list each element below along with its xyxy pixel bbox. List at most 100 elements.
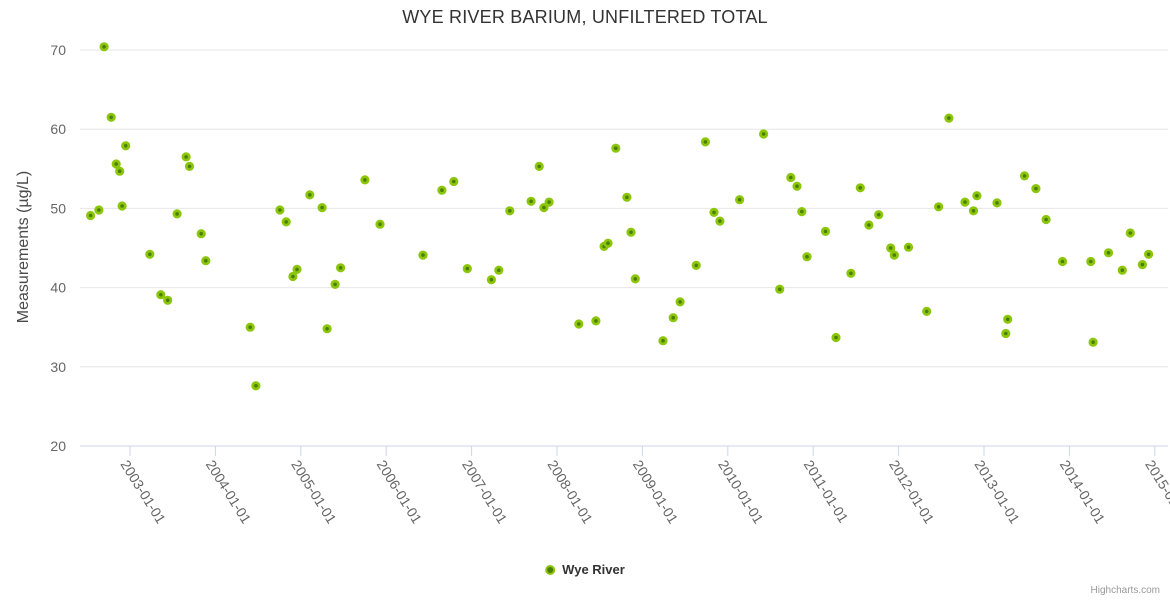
data-point[interactable] — [611, 143, 621, 153]
data-point[interactable] — [933, 202, 944, 212]
x-axis-tick-label: 2014-01-01 — [1057, 457, 1109, 526]
data-point[interactable] — [855, 183, 865, 193]
data-point[interactable] — [181, 152, 191, 162]
data-point[interactable] — [505, 206, 515, 216]
data-point[interactable] — [972, 191, 982, 201]
data-point[interactable] — [622, 192, 632, 202]
data-point[interactable] — [163, 295, 173, 305]
data-point[interactable] — [1001, 328, 1011, 339]
data-point[interactable] — [281, 217, 291, 227]
data-point[interactable] — [797, 207, 807, 217]
data-point[interactable] — [437, 185, 447, 195]
data-point[interactable] — [1144, 249, 1154, 259]
data-point[interactable] — [94, 205, 104, 215]
data-point[interactable] — [1117, 265, 1127, 275]
data-point[interactable] — [111, 159, 121, 169]
data-point[interactable] — [626, 227, 636, 237]
x-axis-tick-label: 2012-01-01 — [886, 457, 938, 526]
legend-item-wye-river[interactable]: Wye River — [545, 562, 625, 577]
data-point[interactable] — [156, 290, 166, 300]
data-point[interactable] — [418, 250, 428, 260]
data-point[interactable] — [1041, 214, 1051, 225]
data-point[interactable] — [292, 264, 302, 274]
data-point[interactable] — [449, 176, 459, 187]
data-point[interactable] — [121, 141, 131, 151]
data-point[interactable] — [846, 268, 856, 278]
data-point[interactable] — [544, 197, 554, 207]
data-point[interactable] — [1103, 248, 1114, 258]
data-point[interactable] — [603, 238, 613, 248]
data-point[interactable] — [201, 256, 211, 266]
data-point[interactable] — [944, 113, 954, 123]
data-point[interactable] — [864, 220, 874, 230]
data-point[interactable] — [903, 242, 914, 252]
data-point[interactable] — [1137, 259, 1148, 270]
data-point[interactable] — [691, 260, 701, 270]
data-point[interactable] — [1057, 256, 1068, 267]
x-axis-tick-label: 2004-01-01 — [203, 457, 255, 526]
data-point[interactable] — [534, 161, 544, 171]
data-point[interactable] — [172, 209, 182, 219]
data-point[interactable] — [184, 161, 195, 171]
data-point[interactable] — [715, 216, 725, 226]
data-point[interactable] — [245, 322, 255, 332]
data-point[interactable] — [275, 205, 285, 215]
data-point[interactable] — [968, 206, 979, 216]
highcharts-credits-link[interactable]: Highcharts.com — [1090, 585, 1160, 596]
data-point[interactable] — [820, 226, 831, 236]
data-point[interactable] — [889, 250, 899, 260]
data-point[interactable] — [709, 207, 719, 217]
data-point[interactable] — [802, 252, 812, 262]
data-point[interactable] — [1125, 228, 1135, 238]
data-point[interactable] — [117, 201, 127, 211]
data-point[interactable] — [462, 263, 472, 274]
data-point[interactable] — [960, 197, 970, 207]
data-point[interactable] — [1086, 256, 1096, 267]
x-axis-tick-label: 2013-01-01 — [971, 457, 1023, 526]
data-point[interactable] — [886, 243, 896, 253]
data-point[interactable] — [1088, 337, 1098, 347]
data-point[interactable] — [330, 279, 340, 289]
x-axis-tick-label: 2011-01-01 — [801, 457, 852, 526]
y-axis-tick-label: 40 — [50, 280, 66, 296]
data-point[interactable] — [668, 313, 678, 323]
x-axis-tick-label: 2008-01-01 — [544, 457, 596, 526]
data-point[interactable] — [486, 275, 496, 285]
data-point[interactable] — [526, 196, 536, 206]
data-point[interactable] — [758, 129, 769, 139]
data-point[interactable] — [1031, 184, 1041, 194]
data-point[interactable] — [375, 219, 385, 229]
data-point[interactable] — [494, 265, 504, 275]
data-point[interactable] — [786, 172, 796, 183]
data-point[interactable] — [196, 229, 206, 239]
data-point[interactable] — [145, 249, 155, 259]
data-point[interactable] — [288, 271, 298, 282]
data-point[interactable] — [99, 42, 109, 52]
data-point[interactable] — [775, 284, 785, 294]
data-point[interactable] — [658, 336, 668, 346]
data-point[interactable] — [675, 297, 685, 307]
data-point[interactable] — [317, 203, 327, 213]
data-point[interactable] — [106, 112, 116, 122]
data-point[interactable] — [1019, 171, 1030, 181]
data-point[interactable] — [831, 332, 841, 343]
data-point[interactable] — [539, 203, 549, 213]
data-point[interactable] — [700, 137, 711, 147]
data-point[interactable] — [874, 210, 884, 220]
data-point[interactable] — [86, 210, 96, 221]
data-point[interactable] — [574, 319, 584, 329]
data-point[interactable] — [792, 181, 802, 191]
data-point[interactable] — [322, 324, 332, 334]
data-point[interactable] — [360, 175, 370, 185]
data-point[interactable] — [992, 198, 1002, 208]
data-point[interactable] — [591, 316, 601, 326]
data-point[interactable] — [630, 274, 640, 284]
data-point[interactable] — [115, 166, 125, 176]
data-point[interactable] — [335, 263, 346, 273]
data-point[interactable] — [305, 190, 315, 200]
data-point[interactable] — [251, 381, 261, 391]
data-point[interactable] — [922, 306, 932, 316]
data-point[interactable] — [734, 195, 745, 205]
data-point[interactable] — [1003, 314, 1013, 324]
